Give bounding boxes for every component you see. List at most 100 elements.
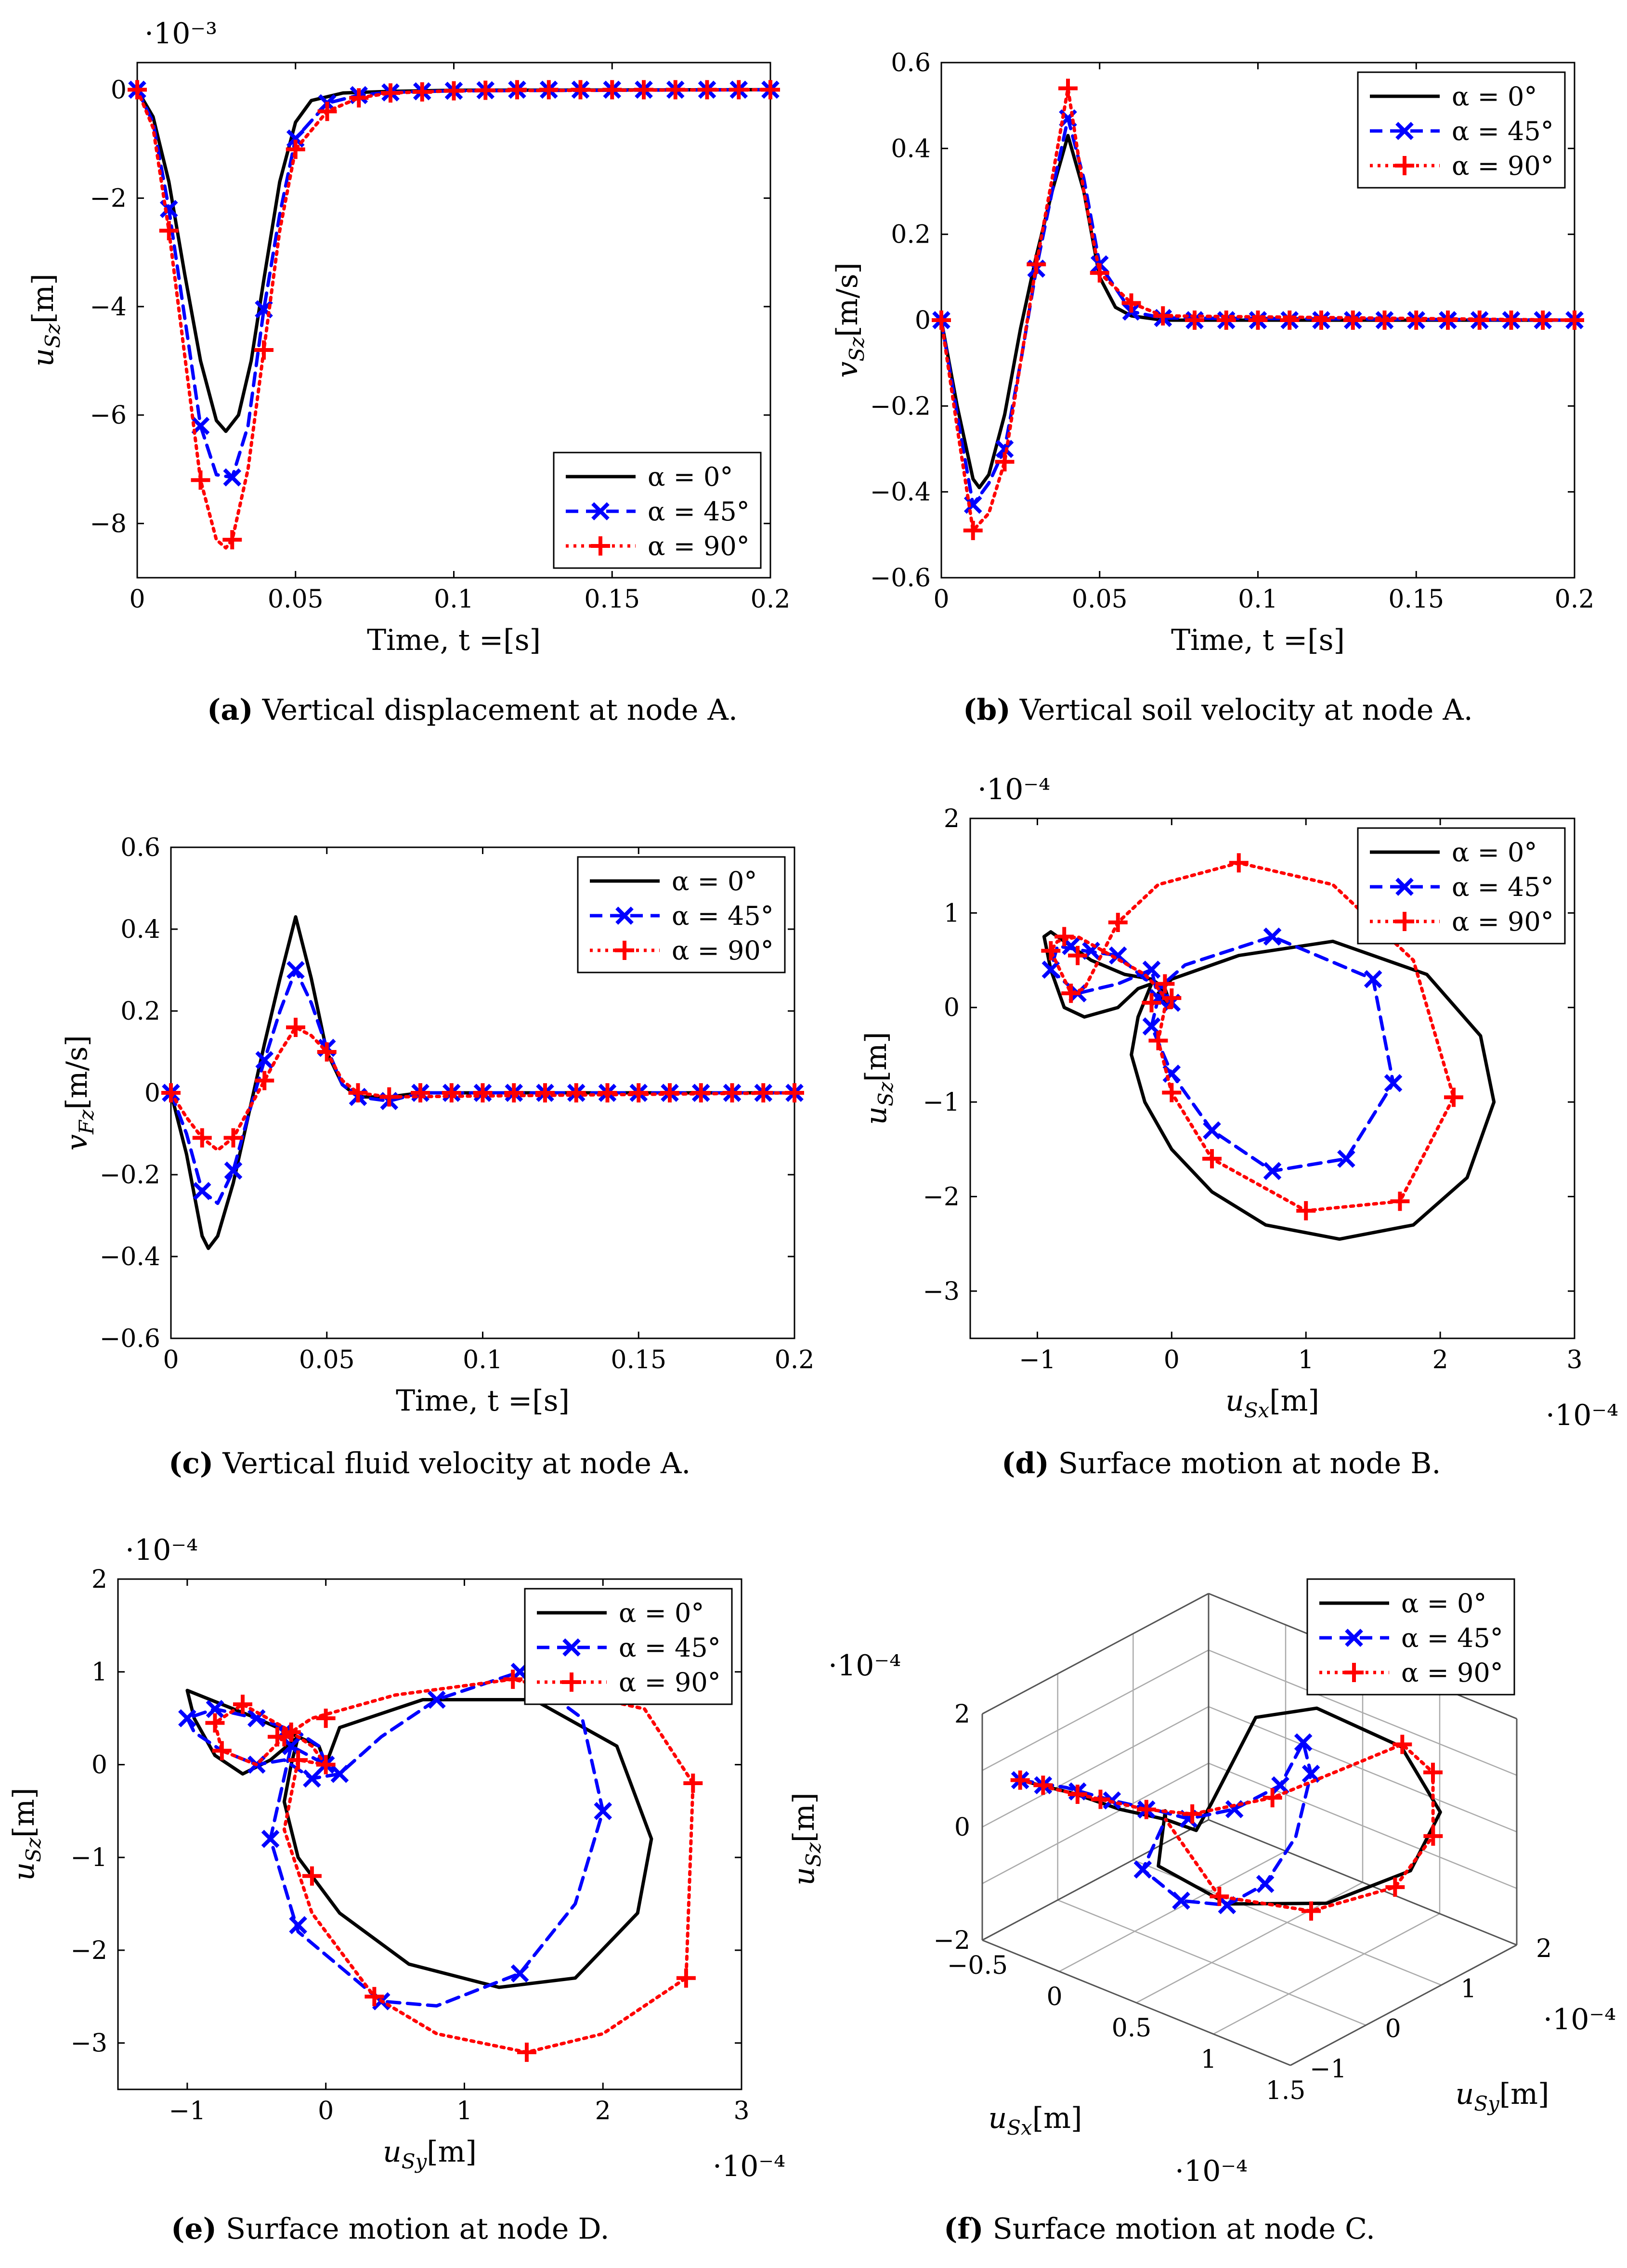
series-line-1 (135, 88, 772, 480)
x-tick-label: 3 (1566, 1346, 1582, 1374)
data-point (1108, 913, 1128, 932)
data-point (995, 440, 1014, 458)
data-point (1202, 1149, 1222, 1168)
data-point (1343, 311, 1363, 330)
data-point (1280, 311, 1300, 330)
y-scale-note: ·10⁻⁴ (1543, 2003, 1616, 2036)
data-point (785, 1083, 804, 1102)
data-point (995, 452, 1015, 472)
legend-alpha-45-label: α = 45° (672, 901, 774, 931)
chart-a: 0 0.05 0.1 0.15 0.2 −8 −6 −4 −2 0 Time, t =[s] uSz[… (26, 17, 790, 727)
x-tick-label: 0.15 (611, 1346, 666, 1374)
grid-line (982, 1649, 1209, 1771)
x-scale-note: ·10⁻⁴ (1546, 1399, 1618, 1432)
y-scale-note: ·10⁻³ (144, 17, 217, 51)
y-tick-label: 0 (144, 1079, 160, 1108)
data-point (254, 340, 273, 360)
legend-alpha-45-label: α = 45° (1452, 872, 1554, 902)
axis-frame (982, 1939, 1291, 2066)
data-point (1061, 984, 1081, 1003)
data-point (205, 1713, 225, 1733)
data-point (1172, 1892, 1190, 1910)
data-point (1229, 853, 1249, 873)
legend-alpha-90-marker (1344, 1663, 1364, 1682)
legend-alpha-0-label: α = 0° (1452, 81, 1537, 112)
data-point (1133, 1860, 1152, 1879)
x-tick-label: 3 (733, 2097, 749, 2125)
data-point (1263, 1162, 1282, 1180)
data-point (233, 1695, 252, 1714)
data-point (1384, 1074, 1403, 1092)
data-point (1183, 1804, 1202, 1824)
data-point (1136, 1800, 1156, 1819)
data-point (729, 80, 749, 100)
data-point (223, 1128, 243, 1148)
x-axis-label: Time, t =[s] (367, 623, 541, 657)
data-point (754, 1083, 773, 1102)
y-tick-label: −1 (923, 1088, 960, 1117)
x-tick-label: 0.1 (1238, 585, 1278, 614)
legend-alpha-45-marker (1345, 1629, 1363, 1647)
x-tick-label: 1.5 (1266, 2076, 1306, 2105)
data-point (222, 530, 242, 550)
data-point (1041, 941, 1061, 960)
chart-f: −0.5 0 0.5 1 1.5−1 0 1 2 −2 0 2 uSx[m] uSy[m] uSz[m] ·… (787, 1578, 1616, 2246)
axis-frame (1208, 1819, 1517, 1946)
data-point (691, 1083, 711, 1102)
chart-c: 0 0.05 0.1 0.15 0.2 −0.6 −0.4 −0.2 0 0.2 0.4 0.6 Tim… (60, 833, 814, 1480)
y-tick-label: −6 (90, 401, 127, 430)
x-tick-label: 0 (163, 1346, 179, 1374)
grid-line (982, 1763, 1209, 1884)
series-line-2 (939, 87, 1576, 532)
z-tick-label: −2 (933, 1926, 970, 1955)
data-point (476, 80, 495, 100)
x-axis-label: uSx[m] (989, 2101, 1082, 2139)
data-point (1302, 1764, 1320, 1783)
series-line-2 (135, 88, 772, 550)
data-point (348, 1083, 368, 1102)
x-tick-label: 1 (1200, 2045, 1216, 2074)
data-point (932, 311, 951, 330)
x-tick-label: 1 (1298, 1346, 1314, 1374)
x-tick-label: 0 (318, 2097, 334, 2125)
y-tick-label: −0.4 (100, 1243, 160, 1271)
data-point (1423, 1763, 1443, 1782)
data-point (1010, 1770, 1030, 1790)
y-axis-label: uSz[m] (26, 273, 65, 366)
data-point (1121, 293, 1141, 313)
y-axis-label: uSz[m] (7, 1788, 45, 1880)
legend-alpha-45-marker (591, 502, 610, 520)
legend-alpha-45-label: α = 45° (1452, 116, 1554, 146)
plot-frame (969, 817, 1575, 1339)
data-point (1142, 993, 1161, 1012)
data-point (598, 1083, 617, 1102)
y-tick-label: 0.6 (120, 833, 160, 862)
y-axis-label: uSz[m] (859, 1032, 898, 1125)
legend-alpha-45-label: α = 45° (1401, 1623, 1503, 1653)
x-tick-label: 0 (933, 585, 949, 614)
x-tick-label: −0.5 (947, 1951, 1008, 1980)
data-point (316, 1755, 336, 1775)
y-tick-label: −2 (923, 1182, 960, 1211)
data-point (1091, 1789, 1110, 1809)
y-tick-label: 0.2 (891, 220, 931, 249)
x-tick-label: 0.2 (775, 1346, 815, 1374)
data-point (683, 1774, 703, 1793)
data-point (286, 140, 305, 159)
data-point (1090, 263, 1109, 283)
x-scale-note: ·10⁻⁴ (713, 2150, 785, 2183)
y-tick-label: 0.4 (891, 134, 931, 163)
data-point (316, 1709, 336, 1728)
legend-alpha-90-label: α = 90° (1452, 151, 1554, 181)
data-point (503, 1670, 523, 1689)
y-tick-label: 0.4 (120, 915, 160, 944)
data-point (1565, 311, 1584, 330)
data-point (504, 1083, 524, 1102)
x-tick-label: 0.2 (751, 585, 791, 614)
data-point (286, 1018, 305, 1037)
data-point (1068, 946, 1088, 965)
legend-alpha-45-marker (1395, 878, 1414, 896)
data-point (1027, 255, 1046, 274)
data-point (255, 1051, 274, 1069)
x-tick-label: 0.05 (268, 585, 324, 614)
